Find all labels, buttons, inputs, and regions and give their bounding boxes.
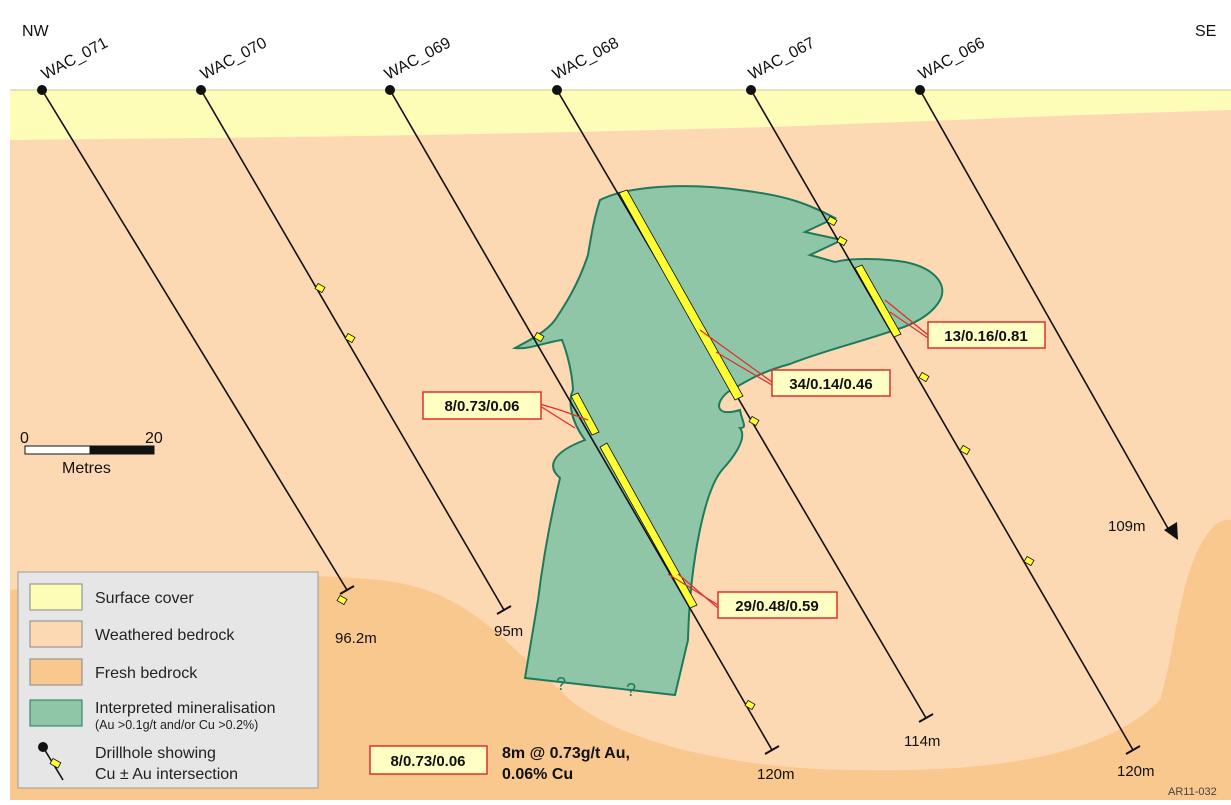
drillhole-arrow-icon — [1164, 522, 1178, 540]
depth-wac067: 120m — [1117, 763, 1155, 780]
interval-wac069-upper — [570, 392, 600, 436]
direction-nw: NW — [22, 23, 50, 40]
depth-wac071: 96.2m — [335, 630, 377, 647]
legend-sublabel-drillhole: Cu ± Au intersection — [95, 766, 238, 783]
drillhole-trace-wac067 — [750, 89, 1134, 751]
drillhole-trace-wac071 — [41, 89, 348, 591]
uncertain-mark: ? — [556, 674, 566, 694]
drillhole-trace-wac069 — [389, 89, 773, 751]
direction-se: SE — [1195, 23, 1216, 40]
drillhole-trace-wac068 — [556, 89, 927, 719]
collar-wac067 — [746, 85, 756, 95]
svg-text:13/0.16/0.81: 13/0.16/0.81 — [944, 328, 1027, 345]
legend-label-fresh: Fresh bedrock — [95, 665, 198, 682]
legend-label-weathered: Weathered bedrock — [95, 627, 235, 644]
callout-8: 8/0.73/0.06 — [422, 391, 542, 420]
callout-34: 34/0.14/0.46 — [771, 369, 891, 397]
surface-cover-layer — [10, 90, 1231, 140]
legend-swatch-weathered — [29, 620, 83, 648]
collar-wac070 — [196, 85, 206, 95]
legend-swatch-mineralisation — [29, 699, 83, 727]
drillhole-collars — [37, 85, 925, 95]
legend-sublabel-mineralisation: (Au >0.1g/t and/or Cu >0.2%) — [95, 718, 258, 732]
collar-wac071 — [37, 85, 47, 95]
sky-area — [0, 0, 1231, 90]
depth-wac068: 114m — [904, 733, 940, 750]
depth-wac070: 95m — [494, 623, 523, 640]
key-example: 8/0.73/0.06 8m @ 0.73g/t Au, 0.06% Cu — [369, 745, 630, 783]
svg-text:34/0.14/0.46: 34/0.14/0.46 — [789, 376, 872, 393]
legend-label-drillhole: Drillhole showing — [95, 745, 216, 762]
interval-wac067-main — [854, 264, 902, 338]
uncertain-mark: ? — [626, 680, 636, 700]
drillhole-legend-icon — [38, 742, 64, 781]
collar-wac069 — [385, 85, 395, 95]
callout-13: 13/0.16/0.81 — [927, 321, 1046, 349]
depth-wac066: 109m — [1108, 518, 1146, 535]
svg-text:0.06% Cu: 0.06% Cu — [502, 766, 573, 783]
legend-swatch-fresh — [29, 658, 83, 686]
intersection-intervals — [314, 189, 1035, 711]
svg-text:20: 20 — [145, 430, 163, 447]
svg-text:8/0.73/0.06: 8/0.73/0.06 — [444, 398, 519, 415]
callout-leaders — [539, 299, 929, 609]
svg-text:0: 0 — [20, 430, 29, 447]
legend-label-surface-cover: Surface cover — [95, 590, 194, 607]
svg-text:8m @ 0.73g/t Au,: 8m @ 0.73g/t Au, — [502, 745, 630, 762]
interval-wac069-lower — [599, 442, 698, 609]
legend-label-mineralisation: Interpreted mineralisation — [95, 700, 276, 717]
figure-code: AR11-032 — [1168, 786, 1217, 798]
scale-bar: 0 20 Metres — [20, 430, 163, 477]
svg-text:8/0.73/0.06: 8/0.73/0.06 — [390, 753, 465, 770]
end-of-hole-ticks — [339, 585, 1141, 755]
drillhole-trace-wac070 — [200, 89, 505, 611]
legend: Surface cover Weathered bedrock Fresh be… — [17, 571, 319, 789]
collar-wac066 — [915, 85, 925, 95]
interval-wac068-main — [618, 189, 744, 401]
svg-text:Metres: Metres — [62, 460, 111, 477]
drillhole-traces — [41, 89, 1171, 751]
drillhole-trace-wac066 — [919, 89, 1171, 533]
callout-29: 29/0.48/0.59 — [717, 591, 838, 619]
mineralisation-body — [511, 185, 944, 697]
legend-swatch-surface-cover — [29, 583, 83, 611]
depth-wac069: 120m — [757, 766, 795, 783]
collar-wac068 — [552, 85, 562, 95]
svg-text:29/0.48/0.59: 29/0.48/0.59 — [735, 598, 818, 615]
